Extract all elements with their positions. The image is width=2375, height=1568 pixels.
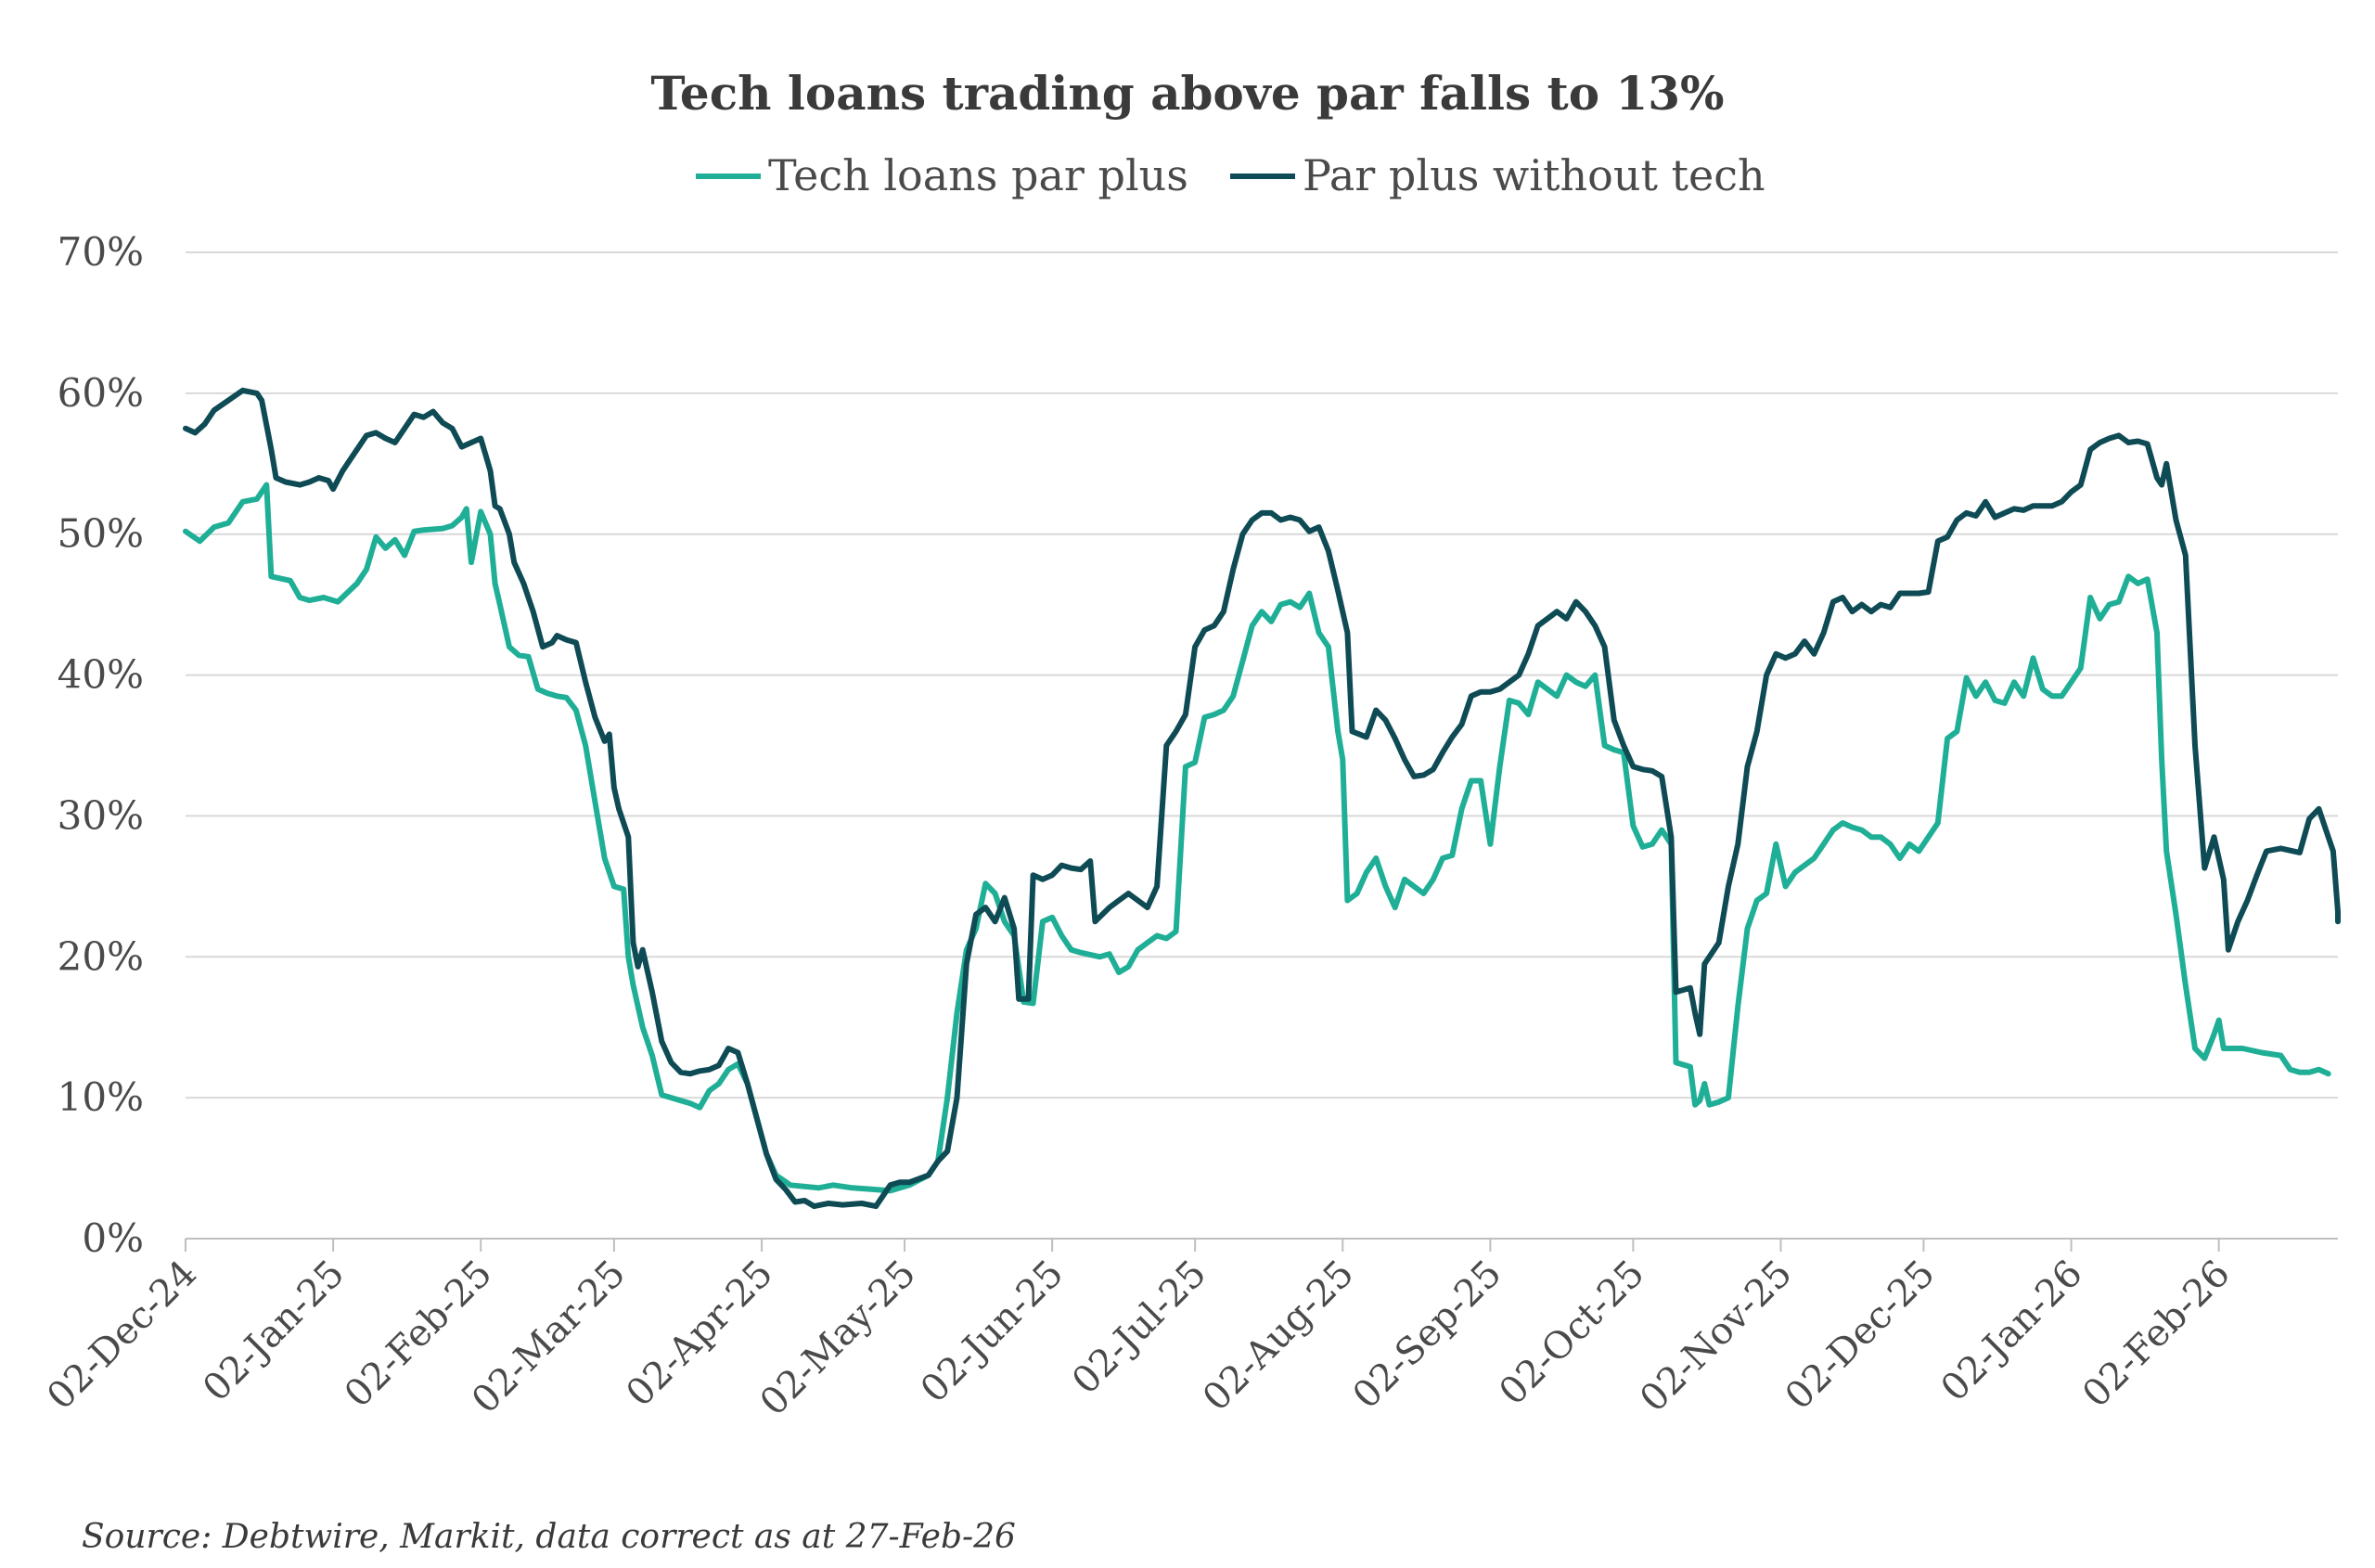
chart-title: Tech loans trading above par falls to 13… xyxy=(650,66,1724,121)
legend: Tech loans par plus Par plus without tec… xyxy=(696,150,1765,200)
y-tick-label: 40% xyxy=(58,652,144,698)
y-axis: 0% 10% 20% 30% 40% 50% 60% 70% xyxy=(58,229,144,1261)
x-axis: 02-Dec-2402-Jan-2502-Feb-2502-Mar-2502-A… xyxy=(39,1238,2338,1424)
source-note: Source: Debtwire, Markit, data correct a… xyxy=(82,1518,1016,1556)
y-tick-label: 10% xyxy=(58,1074,144,1120)
legend-label-without-tech: Par plus without tech xyxy=(1303,150,1765,200)
x-tick-label: 02-May-25 xyxy=(752,1253,924,1424)
x-tick-label: 02-Sep-25 xyxy=(1345,1253,1510,1418)
x-tick-label: 02-Jul-25 xyxy=(1064,1253,1214,1403)
series-line-par-plus-without-tech xyxy=(183,387,2341,1210)
x-tick-label: 02-Jan-26 xyxy=(1933,1253,2091,1410)
y-tick-label: 0% xyxy=(82,1215,144,1261)
x-tick-label: 02-Jun-25 xyxy=(913,1253,1072,1411)
legend-label-tech: Tech loans par plus xyxy=(768,150,1188,200)
series-line-tech-loans-par-plus xyxy=(183,482,2331,1194)
y-tick-label: 70% xyxy=(58,229,144,275)
x-tick-label: 02-Oct-25 xyxy=(1491,1253,1652,1414)
series-lines xyxy=(183,387,2341,1210)
y-tick-label: 30% xyxy=(58,792,144,838)
x-tick-label: 02-Dec-24 xyxy=(39,1253,205,1419)
gridlines xyxy=(186,251,2338,1099)
x-tick-label: 02-Dec-25 xyxy=(1778,1253,1944,1419)
x-tick-label: 02-Nov-25 xyxy=(1632,1253,1800,1420)
y-tick-label: 50% xyxy=(58,511,144,557)
y-tick-label: 60% xyxy=(58,370,144,416)
x-tick-label: 02-Feb-26 xyxy=(2074,1253,2239,1417)
y-tick-label: 20% xyxy=(58,933,144,979)
x-tick-label: 02-Jan-25 xyxy=(195,1253,353,1410)
x-tick-label: 02-Aug-25 xyxy=(1195,1253,1362,1420)
